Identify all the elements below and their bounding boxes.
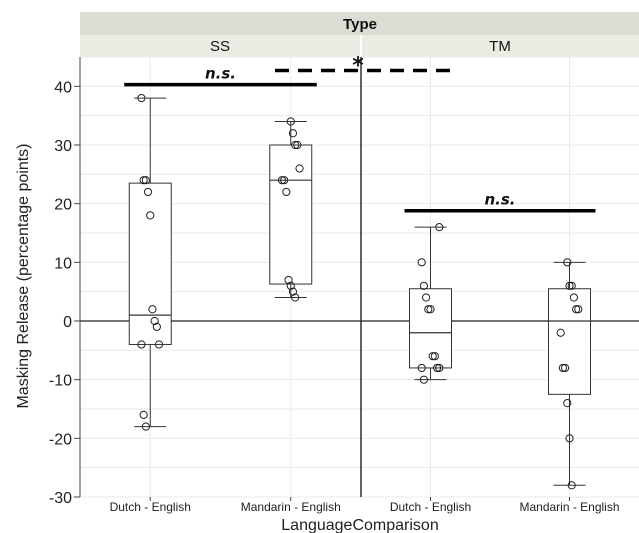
data-point: [137, 340, 146, 349]
data-point: [291, 140, 300, 150]
box-ss-1: [269, 117, 313, 302]
data-point: [565, 434, 574, 443]
data-point: [291, 293, 300, 302]
data-point: [288, 129, 298, 138]
data-point: [433, 363, 442, 373]
y-tick-label: 20: [54, 197, 72, 214]
data-point: [565, 281, 574, 290]
data-point: [152, 322, 161, 331]
box-tm-1: [548, 258, 591, 490]
significance-annotations: n.s. * n.s.: [124, 53, 596, 213]
y-tick-label: 0: [63, 314, 72, 331]
data-point: [146, 211, 155, 220]
data-point: [417, 258, 426, 267]
data-point: [293, 140, 302, 150]
data-point: [572, 305, 581, 314]
data-point: [282, 187, 291, 197]
data-point: [277, 176, 287, 185]
x-axis-title: LanguageComparison: [281, 517, 438, 533]
box-iqr: [269, 144, 313, 285]
significance-label: n.s.: [205, 65, 236, 83]
x-tick-label: Mandarin - English: [519, 500, 619, 514]
data-point: [426, 305, 435, 314]
y-tick-label: -10: [49, 373, 72, 390]
data-point: [567, 481, 576, 490]
box-iqr: [409, 288, 452, 369]
data-point: [284, 275, 293, 285]
data-point: [419, 375, 428, 384]
data-point: [435, 223, 444, 232]
boxes: [128, 93, 591, 490]
data-point: [424, 305, 433, 314]
data-point: [154, 340, 164, 349]
significance-label: n.s.: [484, 191, 515, 209]
data-point: [556, 328, 565, 337]
x-ticks: Dutch - English Mandarin - English Dutch -…: [110, 497, 620, 514]
data-point: [288, 287, 298, 296]
data-point: [435, 363, 444, 373]
data-point: [422, 293, 431, 302]
facet-strip-tm: [362, 35, 639, 57]
data-point: [137, 93, 146, 103]
facet-strip-ss: [80, 35, 360, 57]
y-ticks: -30 -20 -10 0 10 20 30 40: [49, 79, 80, 507]
significance-star: *: [352, 53, 364, 78]
y-tick-label: 40: [54, 79, 72, 96]
facet-title: Type: [343, 16, 377, 33]
data-point: [428, 352, 437, 361]
data-point: [141, 176, 150, 185]
box-iqr: [128, 182, 172, 345]
facet-label-ss: SS: [210, 38, 230, 55]
facet-label-tm: TM: [489, 38, 511, 55]
data-point: [563, 258, 572, 267]
x-tick-label: Dutch - English: [110, 500, 191, 514]
data-point: [430, 352, 439, 361]
data-point: [286, 281, 295, 290]
data-point: [419, 281, 428, 290]
data-point: [139, 176, 148, 185]
data-point: [563, 399, 572, 408]
data-point: [561, 363, 570, 373]
data-point: [558, 363, 568, 373]
data-point: [295, 164, 304, 173]
y-axis-title: Masking Release (percentage points): [15, 143, 32, 408]
data-point: [569, 293, 579, 302]
box-tm-0: [409, 223, 452, 384]
data-point: [280, 176, 289, 185]
data-point: [567, 281, 576, 290]
data-point: [417, 363, 426, 373]
y-tick-label: -20: [49, 431, 72, 448]
data-point: [148, 305, 157, 314]
y-tick-label: -30: [49, 490, 72, 507]
facet-title-strip: [80, 12, 639, 35]
data-point: [574, 305, 583, 314]
y-tick-label: 10: [54, 255, 72, 272]
data-point: [150, 316, 159, 326]
x-tick-label: Dutch - English: [390, 500, 471, 514]
x-tick-label: Mandarin - English: [241, 500, 341, 514]
box-iqr: [548, 288, 591, 395]
box-ss-0: [128, 93, 172, 431]
data-point: [141, 422, 150, 431]
data-point: [139, 410, 148, 419]
data-point: [143, 187, 153, 197]
y-tick-label: 30: [54, 138, 72, 155]
data-point: [286, 117, 295, 126]
